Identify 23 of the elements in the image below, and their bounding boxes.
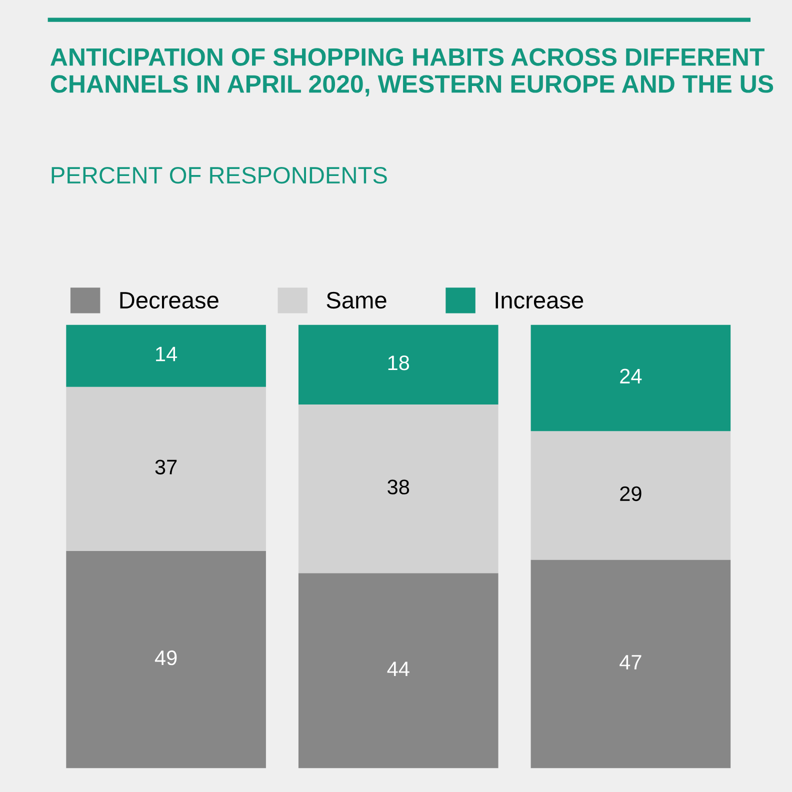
bar (530, 324, 731, 432)
data-label: 49 (154, 650, 177, 666)
chart-subtitle: PERCENT OF RESPONDENTS (52, 166, 387, 184)
bar (66, 324, 266, 387)
bar (530, 431, 731, 560)
bar (66, 550, 266, 768)
bar (298, 404, 498, 574)
bar (298, 324, 498, 405)
data-label: 24 (620, 368, 642, 384)
data-label: 14 (156, 346, 178, 362)
legend-label: Decrease (120, 292, 218, 309)
data-label: 18 (388, 355, 410, 370)
chart-title: ANTICIPATION OF SHOPPING HABITS ACROSS DIFFERENT CHANNELS IN APRIL 2020, WESTERN EUROPE AND THE US (50, 48, 774, 96)
legend-label: Same (326, 292, 386, 309)
data-label: 47 (620, 655, 642, 670)
data-label: 29 (620, 486, 642, 502)
bar (66, 386, 266, 551)
bar (298, 573, 498, 768)
data-label: 44 (387, 662, 410, 676)
data-label: 37 (155, 460, 177, 474)
legend-label: Increase (496, 292, 584, 309)
bar (530, 560, 731, 768)
data-label: 38 (388, 480, 410, 494)
